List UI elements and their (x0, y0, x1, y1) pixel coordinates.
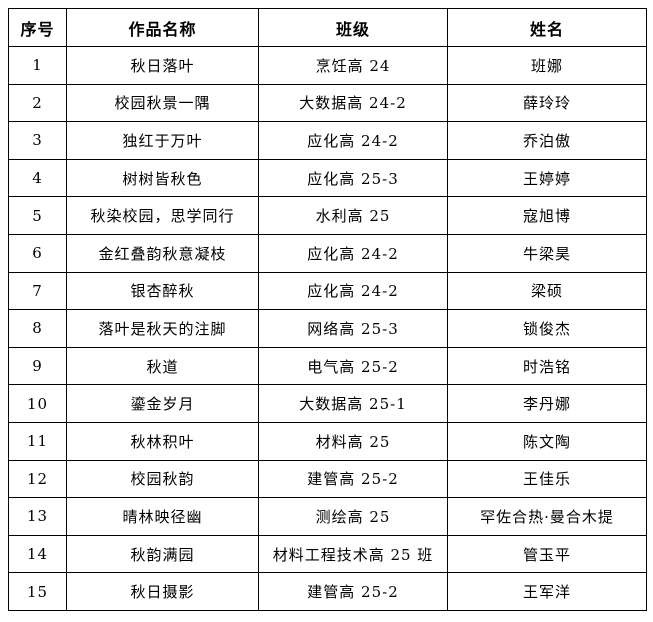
cell-class: 大数据高 24-2 (258, 83, 448, 123)
cell-work-title: 银杏醉秋 (66, 271, 259, 311)
cell-class: 应化高 24-2 (258, 271, 448, 311)
cell-class: 大数据高 25-1 (258, 384, 448, 423)
cell-name: 罕佐合热·曼合木提 (447, 497, 647, 536)
cell-number: 4 (8, 158, 67, 198)
table-row: 5 秋染校园，思学同行 水利高 25 寇旭博 (8, 196, 647, 235)
cell-number: 15 (8, 572, 67, 611)
table-row: 1 秋日落叶 烹饪高 24 班娜 (8, 46, 647, 85)
cell-class: 网络高 25-3 (258, 309, 448, 348)
cell-class: 应化高 24-2 (258, 233, 448, 273)
cell-work-title: 秋染校园，思学同行 (66, 196, 259, 235)
cell-name: 锁俊杰 (447, 309, 647, 348)
cell-class: 测绘高 25 (258, 497, 448, 536)
table-row: 4 树树皆秋色 应化高 25-3 王婷婷 (8, 158, 647, 198)
table-row: 15 秋日摄影 建管高 25-2 王军洋 (8, 572, 647, 611)
cell-number: 8 (8, 309, 67, 348)
cell-number: 7 (8, 271, 67, 311)
header-row: 序号 作品名称 班级 姓名 (8, 8, 647, 47)
cell-class: 应化高 25-3 (258, 158, 448, 198)
cell-number: 6 (8, 233, 67, 273)
cell-number: 3 (8, 121, 67, 160)
cell-name: 王佳乐 (447, 459, 647, 499)
cell-work-title: 秋道 (66, 346, 259, 386)
table-row: 7 银杏醉秋 应化高 24-2 梁硕 (8, 271, 647, 311)
cell-number: 12 (8, 459, 67, 499)
cell-work-title: 独红于万叶 (66, 121, 259, 160)
award-table: 序号 作品名称 班级 姓名 1 秋日落叶 烹饪高 24 班娜 2 校园秋景一隅 大数据高 2… (8, 8, 647, 611)
cell-work-title: 秋日摄影 (66, 572, 259, 611)
cell-class: 建管高 25-2 (258, 459, 448, 499)
cell-class: 应化高 24-2 (258, 121, 448, 160)
cell-number: 13 (8, 497, 67, 536)
table-row: 8 落叶是秋天的注脚 网络高 25-3 锁俊杰 (8, 309, 647, 348)
cell-work-title: 校园秋韵 (66, 459, 259, 499)
table-row: 2 校园秋景一隅 大数据高 24-2 薛玲玲 (8, 83, 647, 123)
cell-number: 2 (8, 83, 67, 123)
table-row: 10 鎏金岁月 大数据高 25-1 李丹娜 (8, 384, 647, 423)
cell-class: 材料工程技术高 25 班 (258, 534, 448, 574)
cell-name: 梁硕 (447, 271, 647, 311)
cell-work-title: 树树皆秋色 (66, 158, 259, 198)
cell-class: 水利高 25 (258, 196, 448, 235)
cell-name: 李丹娜 (447, 384, 647, 423)
cell-name: 陈文陶 (447, 421, 647, 461)
cell-name: 管玉平 (447, 534, 647, 574)
cell-name: 班娜 (447, 46, 647, 85)
cell-work-title: 校园秋景一隅 (66, 83, 259, 123)
cell-name: 乔泊傲 (447, 121, 647, 160)
cell-number: 10 (8, 384, 67, 423)
cell-name: 时浩铭 (447, 346, 647, 386)
cell-number: 11 (8, 421, 67, 461)
header-class: 班级 (258, 8, 448, 47)
cell-class: 材料高 25 (258, 421, 448, 461)
cell-class: 电气高 25-2 (258, 346, 448, 386)
table-row: 3 独红于万叶 应化高 24-2 乔泊傲 (8, 121, 647, 160)
cell-number: 1 (8, 46, 67, 85)
cell-name: 薛玲玲 (447, 83, 647, 123)
cell-number: 14 (8, 534, 67, 574)
cell-work-title: 晴林映径幽 (66, 497, 259, 536)
cell-number: 9 (8, 346, 67, 386)
cell-work-title: 秋日落叶 (66, 46, 259, 85)
table-row: 12 校园秋韵 建管高 25-2 王佳乐 (8, 459, 647, 499)
cell-name: 王婷婷 (447, 158, 647, 198)
header-work-title: 作品名称 (66, 8, 259, 47)
cell-name: 王军洋 (447, 572, 647, 611)
cell-number: 5 (8, 196, 67, 235)
cell-work-title: 秋林积叶 (66, 421, 259, 461)
cell-class: 烹饪高 24 (258, 46, 448, 85)
cell-work-title: 金红叠韵秋意凝枝 (66, 233, 259, 273)
table-row: 14 秋韵满园 材料工程技术高 25 班管玉平 (8, 534, 647, 574)
cell-name: 牛梁昊 (447, 233, 647, 273)
header-number: 序号 (8, 8, 67, 47)
cell-work-title: 落叶是秋天的注脚 (66, 309, 259, 348)
table-row: 6 金红叠韵秋意凝枝 应化高 24-2 牛梁昊 (8, 233, 647, 273)
cell-name: 寇旭博 (447, 196, 647, 235)
cell-work-title: 鎏金岁月 (66, 384, 259, 423)
cell-work-title: 秋韵满园 (66, 534, 259, 574)
table-row: 9 秋道 电气高 25-2 时浩铭 (8, 346, 647, 386)
header-name: 姓名 (447, 8, 647, 47)
table-row: 13 晴林映径幽 测绘高 25 罕佐合热·曼合木提 (8, 497, 647, 536)
cell-class: 建管高 25-2 (258, 572, 448, 611)
table-row: 11 秋林积叶 材料高 25 陈文陶 (8, 421, 647, 461)
